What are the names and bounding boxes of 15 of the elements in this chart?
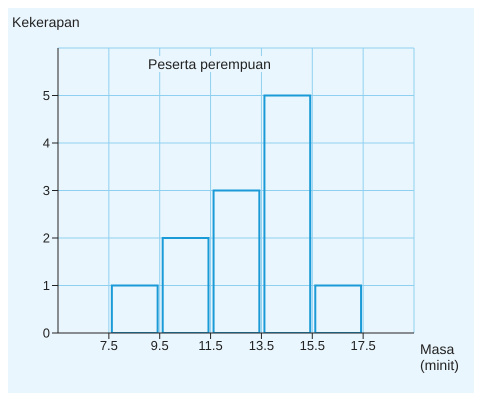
y-tick-label: 4	[42, 136, 50, 151]
x-tick-label: 13.5	[248, 338, 274, 354]
text: Peserta perempuan	[148, 56, 271, 72]
x-tick-label: 9.5	[150, 338, 169, 354]
x-tick-label: 17.5	[350, 338, 376, 354]
y-axis-title: Kekerapan	[12, 14, 80, 30]
y-tick-label: 1	[42, 278, 50, 294]
x-tick-label: 11.5	[198, 338, 223, 354]
x-tick-label: 7.5	[100, 338, 118, 354]
y-tick-label: 2	[42, 230, 50, 246]
y-tick-label: 5	[42, 88, 50, 104]
y-tick-label: 0	[42, 326, 50, 341]
y-tick-label: 3	[42, 183, 50, 198]
x-tick-label: 15.5	[300, 338, 325, 354]
x-axis-title: Masa (minit)	[420, 341, 459, 373]
